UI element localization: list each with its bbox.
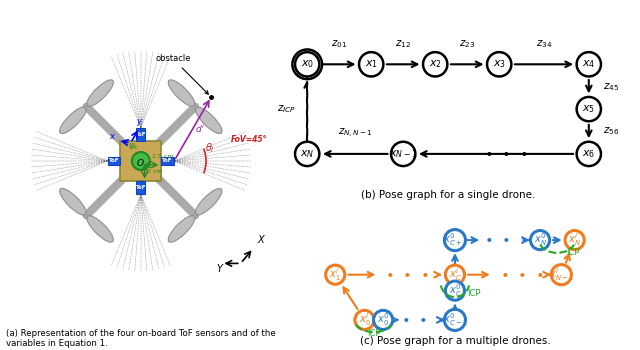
Text: $x_0^l$: $x_0^l$ bbox=[358, 312, 371, 328]
Text: 2.5 cm: 2.5 cm bbox=[152, 154, 174, 160]
Text: $x_4$: $x_4$ bbox=[582, 58, 595, 70]
Text: $x_1^l$: $x_1^l$ bbox=[330, 266, 341, 283]
Text: $x_C^l$: $x_C^l$ bbox=[449, 266, 461, 283]
Text: $x_N^0$: $x_N^0$ bbox=[534, 232, 547, 248]
Circle shape bbox=[423, 52, 447, 76]
Text: $x_3$: $x_3$ bbox=[493, 58, 506, 70]
Circle shape bbox=[359, 52, 383, 76]
Circle shape bbox=[577, 52, 601, 76]
Text: $x_5$: $x_5$ bbox=[582, 103, 595, 115]
Text: $z_{23}$: $z_{23}$ bbox=[459, 38, 476, 50]
Text: $x_2$: $x_2$ bbox=[429, 58, 442, 70]
Text: $x_6$: $x_6$ bbox=[582, 148, 595, 160]
Circle shape bbox=[295, 52, 319, 76]
Text: $x_{C+1}^0$: $x_{C+1}^0$ bbox=[442, 232, 467, 248]
Text: ICP: ICP bbox=[566, 248, 580, 257]
Text: $z_{01}$: $z_{01}$ bbox=[331, 38, 348, 50]
Circle shape bbox=[577, 142, 601, 166]
Circle shape bbox=[445, 265, 465, 284]
Text: obstacle: obstacle bbox=[155, 54, 209, 94]
Circle shape bbox=[531, 231, 550, 250]
Text: $O$: $O$ bbox=[136, 157, 145, 168]
Text: ICP: ICP bbox=[367, 329, 380, 338]
Bar bbox=[108, 156, 120, 166]
Text: $x$: $x$ bbox=[109, 132, 116, 141]
Ellipse shape bbox=[60, 188, 86, 215]
Text: $\psi_k$: $\psi_k$ bbox=[128, 141, 139, 152]
Text: $d^i$: $d^i$ bbox=[195, 122, 205, 135]
Text: $\bullet$  $\bullet$  $\bullet$: $\bullet$ $\bullet$ $\bullet$ bbox=[484, 147, 527, 161]
Text: $z_{N,N-1}$: $z_{N,N-1}$ bbox=[338, 127, 372, 140]
Text: $z_{12}$: $z_{12}$ bbox=[396, 38, 411, 50]
Text: ICP: ICP bbox=[467, 289, 480, 298]
Text: $\bullet$  $\bullet$  $\bullet$: $\bullet$ $\bullet$ $\bullet$ bbox=[385, 268, 429, 282]
Ellipse shape bbox=[168, 80, 195, 106]
Circle shape bbox=[444, 309, 465, 330]
Ellipse shape bbox=[195, 188, 222, 215]
Ellipse shape bbox=[195, 107, 222, 134]
Circle shape bbox=[444, 230, 465, 251]
Circle shape bbox=[445, 281, 465, 300]
Text: $x_N^l$: $x_N^l$ bbox=[568, 232, 581, 248]
Text: $z_{56}$: $z_{56}$ bbox=[603, 126, 619, 138]
Ellipse shape bbox=[87, 216, 113, 242]
Polygon shape bbox=[120, 140, 161, 182]
Text: $X$: $X$ bbox=[257, 233, 267, 245]
Circle shape bbox=[487, 52, 511, 76]
Ellipse shape bbox=[168, 216, 195, 242]
Text: $\bullet$  $\bullet$  $\bullet$: $\bullet$ $\bullet$ $\bullet$ bbox=[484, 233, 527, 247]
Text: $x_0$: $x_0$ bbox=[301, 58, 314, 70]
Circle shape bbox=[132, 152, 150, 170]
Text: (b) Pose graph for a single drone.: (b) Pose graph for a single drone. bbox=[361, 190, 535, 201]
Circle shape bbox=[295, 142, 319, 166]
Text: 2 cm: 2 cm bbox=[147, 168, 163, 174]
Circle shape bbox=[374, 310, 393, 329]
Text: $\bullet$  $\bullet$  $\bullet$: $\bullet$ $\bullet$ $\bullet$ bbox=[401, 313, 445, 327]
Text: ToF: ToF bbox=[163, 159, 173, 163]
Bar bbox=[136, 128, 145, 140]
Text: $Y$: $Y$ bbox=[216, 262, 225, 274]
Text: ToF: ToF bbox=[136, 132, 146, 136]
Circle shape bbox=[326, 265, 345, 284]
Text: ToF: ToF bbox=[109, 159, 119, 163]
Ellipse shape bbox=[87, 80, 113, 106]
Text: $x_1$: $x_1$ bbox=[365, 58, 378, 70]
Bar bbox=[161, 156, 174, 166]
Circle shape bbox=[391, 142, 415, 166]
Bar bbox=[136, 182, 145, 194]
Text: $x_0^0$: $x_0^0$ bbox=[377, 312, 389, 328]
Text: $z_{ICP}$: $z_{ICP}$ bbox=[277, 103, 296, 115]
Text: $x_{N-1}^l$: $x_{N-1}^l$ bbox=[548, 266, 574, 283]
Text: $y$: $y$ bbox=[136, 117, 143, 128]
Text: (a) Representation of the four on-board ToF sensors and of the
variables in Equa: (a) Representation of the four on-board … bbox=[6, 329, 276, 348]
Text: $x_C^0$: $x_C^0$ bbox=[449, 282, 461, 299]
Circle shape bbox=[355, 310, 374, 329]
Text: FoV=45°: FoV=45° bbox=[230, 135, 267, 144]
Text: ToF: ToF bbox=[136, 186, 146, 190]
Text: (c) Pose graph for a multiple drones.: (c) Pose graph for a multiple drones. bbox=[360, 336, 550, 346]
Text: $x_N$: $x_N$ bbox=[300, 148, 314, 160]
Text: $z_{34}$: $z_{34}$ bbox=[536, 38, 552, 50]
Ellipse shape bbox=[60, 107, 86, 134]
Text: $x_{C-1}^0$: $x_{C-1}^0$ bbox=[442, 312, 467, 328]
Circle shape bbox=[551, 265, 572, 285]
Circle shape bbox=[577, 97, 601, 121]
Text: $\bullet$  $\bullet$  $\bullet$: $\bullet$ $\bullet$ $\bullet$ bbox=[500, 268, 543, 282]
Text: $\theta_i$: $\theta_i$ bbox=[205, 141, 214, 155]
Circle shape bbox=[565, 231, 584, 250]
Text: $z_{45}$: $z_{45}$ bbox=[603, 81, 619, 93]
Text: $x_{N-1}$: $x_{N-1}$ bbox=[389, 148, 417, 160]
